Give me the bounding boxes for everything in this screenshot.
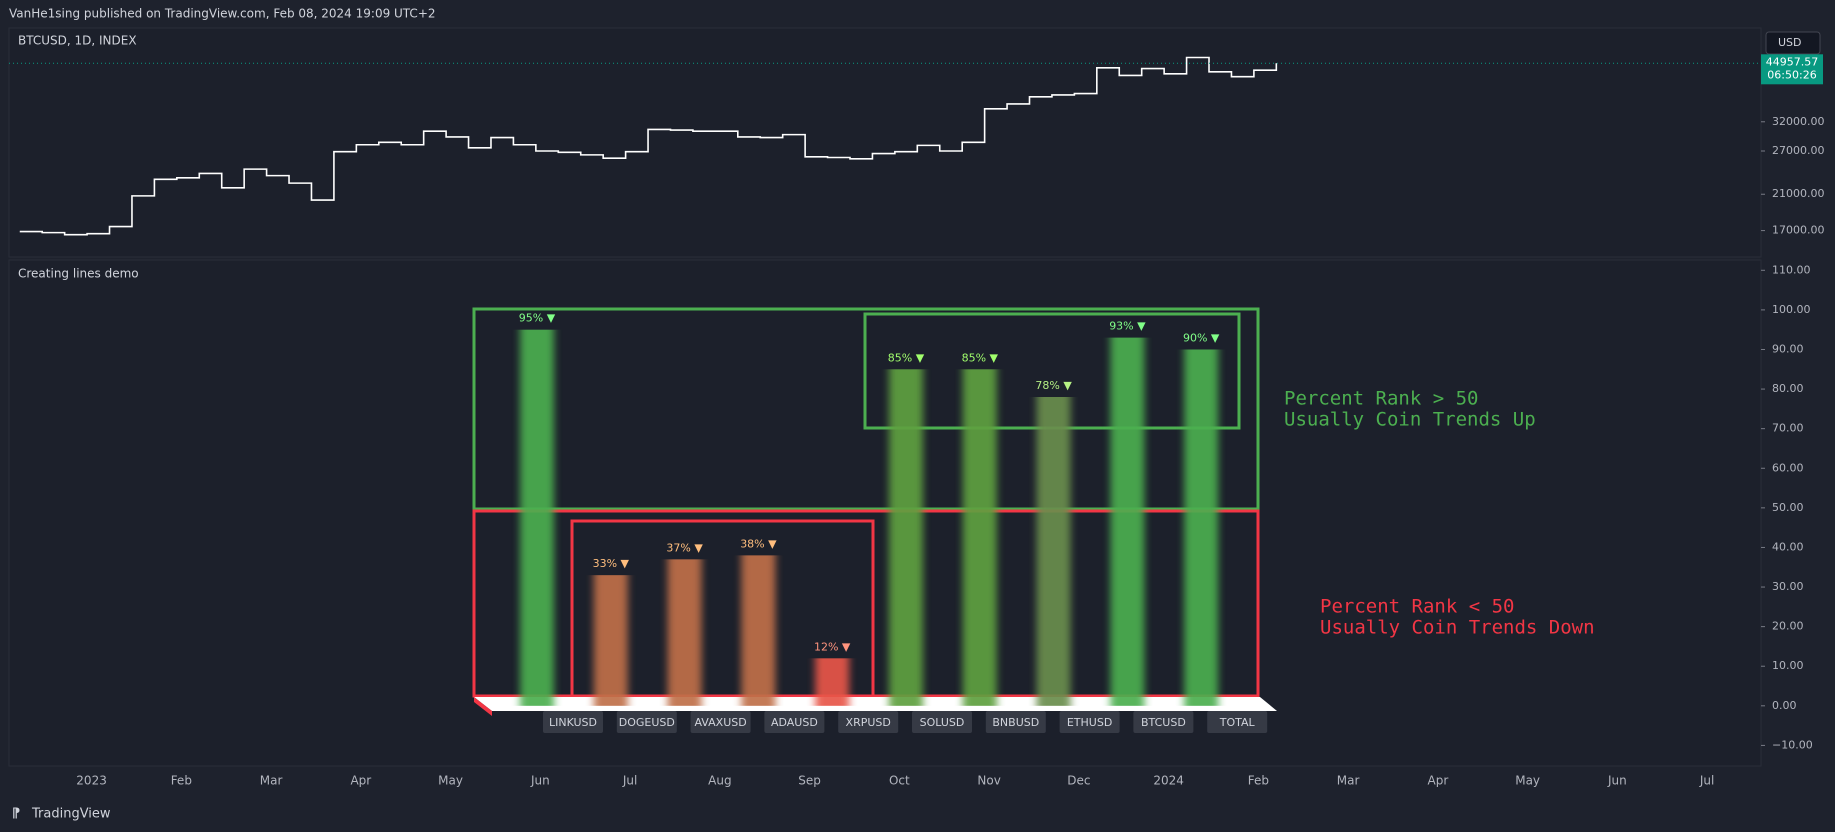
- x-tick-label: Mar: [1337, 774, 1360, 788]
- category-label: DOGEUSD: [619, 716, 675, 729]
- x-tick-label: Apr: [1428, 774, 1449, 788]
- bar: [1184, 349, 1219, 706]
- publisher-header: VanHe1sing published on TradingView.com,…: [9, 7, 436, 21]
- x-tick-label: Feb: [1248, 774, 1269, 788]
- bar: [667, 559, 702, 706]
- y-tick-label: 90.00: [1772, 342, 1804, 355]
- price-line: [19, 56, 1278, 236]
- category-label: ETHUSD: [1067, 716, 1112, 729]
- annotation: Usually Coin Trends Down: [1320, 617, 1595, 639]
- base-platform-side: [474, 697, 492, 716]
- category-box: [543, 711, 603, 733]
- annotation: Percent Rank < 50: [1320, 596, 1514, 618]
- category-box: [985, 711, 1046, 733]
- category-label: ADAUSD: [771, 716, 818, 729]
- category-box: [838, 711, 899, 733]
- value-label: 12% ▼: [814, 640, 851, 653]
- category-label: AVAXUSD: [694, 716, 746, 729]
- x-tick-label: Jun: [530, 774, 550, 788]
- countdown: 06:50:26: [1767, 68, 1816, 81]
- price-pane: [8, 27, 1762, 258]
- y-tick-label: 60.00: [1772, 461, 1804, 474]
- annotation: Percent Rank > 50: [1284, 388, 1478, 410]
- y-tick-label: −10.00: [1772, 738, 1813, 751]
- category-box: [1207, 711, 1268, 733]
- bar: [1110, 337, 1145, 706]
- x-tick-label: Dec: [1067, 774, 1090, 788]
- y-tick-label: 80.00: [1772, 382, 1804, 395]
- y-tick-label: 17000.00: [1772, 224, 1825, 237]
- last-price-box: [1761, 54, 1823, 85]
- green-zone: [472, 307, 1260, 511]
- category-box: [1133, 711, 1194, 733]
- value-label: 33% ▼: [593, 557, 630, 570]
- red-inner-zone: [570, 519, 875, 698]
- y-tick-label: 27000.00: [1772, 144, 1825, 157]
- category-label: BNBUSD: [992, 716, 1039, 729]
- value-label: 95% ▼: [519, 312, 556, 325]
- y-tick-label: 21000.00: [1772, 187, 1825, 200]
- indicator-title: Creating lines demo: [18, 267, 139, 281]
- x-tick-label: Jul: [622, 774, 637, 788]
- bar: [815, 658, 850, 706]
- y-tick-label: 70.00: [1772, 422, 1804, 435]
- y-tick-label: 10.00: [1772, 659, 1804, 672]
- category-box: [912, 711, 972, 733]
- bar: [741, 555, 776, 706]
- y-tick-label: 32000.00: [1772, 115, 1825, 128]
- x-tick-label: Nov: [977, 774, 1000, 788]
- symbol-title: BTCUSD, 1D, INDEX: [18, 34, 137, 48]
- value-label: 78% ▼: [1035, 379, 1072, 392]
- category-box: [764, 711, 825, 733]
- value-label: 37% ▼: [666, 541, 703, 554]
- category-label: TOTAL: [1219, 716, 1256, 729]
- x-tick-label: Aug: [708, 774, 731, 788]
- x-tick-label: Mar: [260, 774, 283, 788]
- category-label: BTCUSD: [1141, 716, 1186, 729]
- y-tick-label: 50.00: [1772, 501, 1804, 514]
- y-tick-label: 0.00: [1772, 699, 1797, 712]
- category-label: LINKUSD: [549, 716, 597, 729]
- category-label: SOLUSD: [920, 716, 965, 729]
- y-tick-label: 110.00: [1772, 263, 1811, 276]
- x-tick-label: Jul: [1699, 774, 1714, 788]
- x-tick-label: Apr: [350, 774, 371, 788]
- x-tick-label: Sep: [798, 774, 821, 788]
- bar: [889, 369, 923, 706]
- indicator-pane: [8, 259, 1762, 767]
- currency-box[interactable]: [1765, 31, 1821, 55]
- brand: TradingView: [31, 807, 111, 822]
- x-tick-label: 2024: [1153, 774, 1184, 788]
- category-box: [616, 711, 677, 733]
- y-tick-label: 20.00: [1772, 620, 1804, 633]
- bar: [1036, 396, 1071, 706]
- value-label: 38% ▼: [740, 537, 777, 550]
- value-label: 93% ▼: [1109, 320, 1146, 333]
- x-tick-label: May: [438, 774, 463, 788]
- x-tick-label: Feb: [171, 774, 192, 788]
- bar: [593, 575, 628, 706]
- x-tick-label: Oct: [889, 774, 910, 788]
- category-box: [690, 711, 751, 733]
- last-price-label: 44957.57: [1766, 55, 1819, 68]
- currency: USD: [1778, 36, 1802, 49]
- annotation: Usually Coin Trends Up: [1284, 409, 1536, 431]
- category-box: [1059, 711, 1120, 733]
- y-tick-label: 30.00: [1772, 580, 1804, 593]
- value-label: 90% ▼: [1183, 331, 1220, 344]
- bar: [520, 329, 554, 706]
- x-tick-label: 2023: [76, 774, 107, 788]
- bar: [962, 369, 997, 706]
- category-label: XRPUSD: [846, 716, 891, 729]
- x-tick-label: May: [1515, 774, 1540, 788]
- brand-logo: ⁋: [12, 807, 20, 822]
- value-label: 85% ▼: [962, 351, 999, 364]
- value-label: 85% ▼: [888, 351, 925, 364]
- y-tick-label: 40.00: [1772, 540, 1804, 553]
- x-tick-label: Jun: [1607, 774, 1627, 788]
- y-tick-label: 100.00: [1772, 303, 1811, 316]
